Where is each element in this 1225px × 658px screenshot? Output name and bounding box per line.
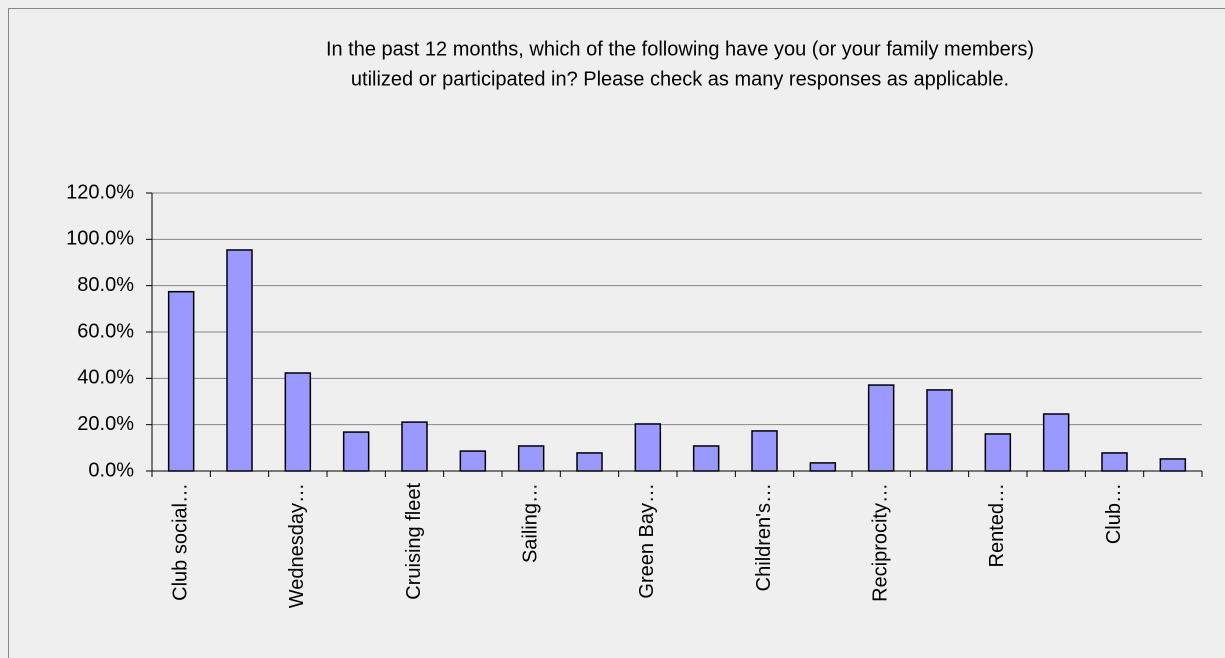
bar [401,421,428,472]
bar [342,431,370,472]
chart-title: In the past 12 months, which of the foll… [326,38,1034,60]
y-tick-label: 40.0% [77,367,134,389]
bar [167,290,195,472]
bar [1101,452,1128,472]
bar [1159,458,1187,472]
chart-frame [8,8,1225,658]
x-tick-label: Sailing… [519,483,541,563]
bar [634,423,662,472]
y-tick-label: 20.0% [77,413,134,435]
bar [751,430,778,472]
bar [867,384,895,472]
x-tick-label: Reciprocity… [869,483,891,602]
y-tick-label: 100.0% [66,228,134,250]
bar [692,445,720,472]
chart-title: utilized or participated in? Please chec… [351,68,1009,90]
bar [926,389,953,472]
x-tick-label: Children's… [753,483,775,591]
bar [1042,413,1070,472]
y-tick-label: 60.0% [77,320,134,342]
bar [576,452,603,472]
x-tick-label: Cruising fleet [403,483,425,600]
bar [284,372,312,472]
bar [517,445,545,472]
x-tick-label: Club social… [169,483,191,601]
bar [809,462,837,472]
y-tick-label: 80.0% [77,274,134,296]
x-tick-label: Wednesday… [286,483,308,608]
y-tick-label: 0.0% [88,459,134,481]
bar [984,433,1012,472]
bar [226,249,253,472]
x-tick-label: Club… [1103,483,1125,544]
x-tick-label: Green Bay… [636,483,658,599]
bar [459,450,487,472]
x-tick-label: Rented… [986,483,1008,568]
y-tick-label: 120.0% [66,181,134,203]
